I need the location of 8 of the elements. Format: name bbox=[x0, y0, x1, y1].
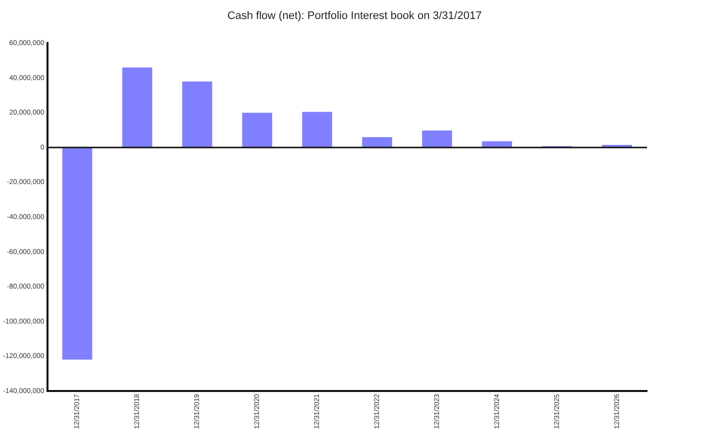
bar bbox=[122, 68, 152, 148]
bar bbox=[362, 137, 392, 148]
bar bbox=[302, 112, 332, 148]
bar bbox=[62, 148, 92, 360]
chart-title: Cash flow (net): Portfolio Interest book on 3/31/2017 bbox=[226, 10, 483, 22]
bar bbox=[182, 81, 212, 148]
bar bbox=[242, 112, 272, 148]
bar bbox=[422, 130, 452, 148]
